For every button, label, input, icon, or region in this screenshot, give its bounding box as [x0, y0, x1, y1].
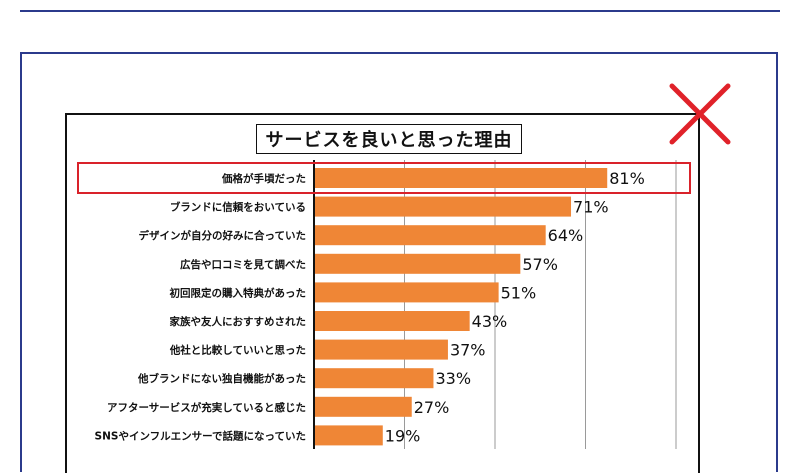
bar — [314, 282, 499, 303]
bar-chart: 価格が手頃だった 81% ブランドに信頼をおいている 71% デザインが自分の好みに合っ… — [77, 160, 691, 449]
bar — [314, 425, 383, 446]
data-label: 57% — [522, 255, 558, 274]
data-label: 71% — [573, 198, 609, 217]
data-label: 43% — [472, 312, 508, 331]
bar — [314, 339, 448, 360]
data-label: 33% — [435, 369, 471, 388]
chart-box — [65, 113, 700, 473]
category-label: 他ブランドにない独自機能があった — [137, 372, 306, 385]
highlight-box — [77, 162, 691, 194]
data-label: 81% — [609, 169, 645, 188]
top-divider — [20, 10, 780, 12]
category-label: ブランドに信頼をおいている — [170, 201, 306, 214]
bar — [314, 168, 608, 188]
category-label: 広告や口コミを見て調べた — [180, 258, 306, 271]
category-label: 価格が手頃だった — [221, 172, 306, 185]
category-label: 家族や友人におすすめされた — [170, 315, 307, 328]
bar — [314, 253, 521, 274]
data-label: 64% — [548, 226, 584, 245]
data-label: 27% — [414, 398, 450, 417]
category-label: アフターサービスが充実していると感じた — [107, 401, 306, 414]
bar — [314, 396, 412, 417]
category-label: 他社と比較していいと思った — [169, 344, 306, 357]
chart-title: サービスを良いと思った理由 — [256, 124, 522, 154]
cross-mark-icon — [669, 83, 731, 145]
bar — [314, 225, 546, 246]
data-label: 51% — [501, 283, 537, 302]
outer-frame — [20, 52, 778, 472]
data-label: 37% — [450, 341, 486, 360]
category-label: 初回限定の購入特典があった — [170, 286, 307, 299]
bar — [314, 196, 572, 217]
bar — [314, 368, 434, 389]
bar — [314, 311, 470, 331]
category-label: デザインが自分の好みに合っていた — [139, 229, 306, 242]
data-label: 19% — [385, 426, 421, 445]
category-label: SNSやインフルエンサーで話題になっていた — [95, 429, 306, 442]
